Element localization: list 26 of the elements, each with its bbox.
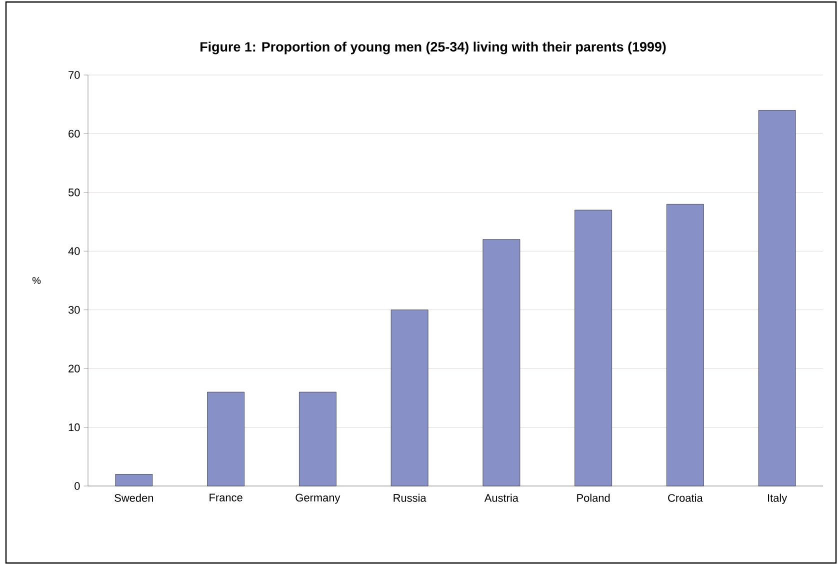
bar [666,204,704,486]
bar [115,474,153,486]
x-tick-label: Poland [577,494,610,502]
x-tick-label: Sweden [114,494,154,502]
x-tick-label: Croatia [668,494,703,502]
y-tick-label: 70 [68,71,80,79]
chart-title: Figure 1: Proportion of young men (25-34) living with their parents (1999) [200,42,666,54]
x-tick-label: Germany [296,494,340,504]
y-tick-label: 30 [68,306,80,314]
y-axis-title: % [32,277,41,284]
bar [574,210,612,486]
x-tick-label: Austria [484,494,518,502]
y-tick-label: 50 [68,188,80,196]
y-tick-label: 0 [74,482,80,490]
x-tick-label: Russia [394,494,426,502]
y-tick-label: 20 [68,364,80,372]
y-tick-label: 60 [68,130,80,138]
y-tick-label: 10 [68,423,80,432]
x-tick-label: France [210,494,242,502]
bar [390,310,428,486]
bar [758,110,796,486]
y-tick-label: 40 [68,247,80,256]
bar [482,239,520,486]
bar [298,392,336,486]
bar [207,392,245,486]
x-tick-label: Italy [768,494,788,504]
